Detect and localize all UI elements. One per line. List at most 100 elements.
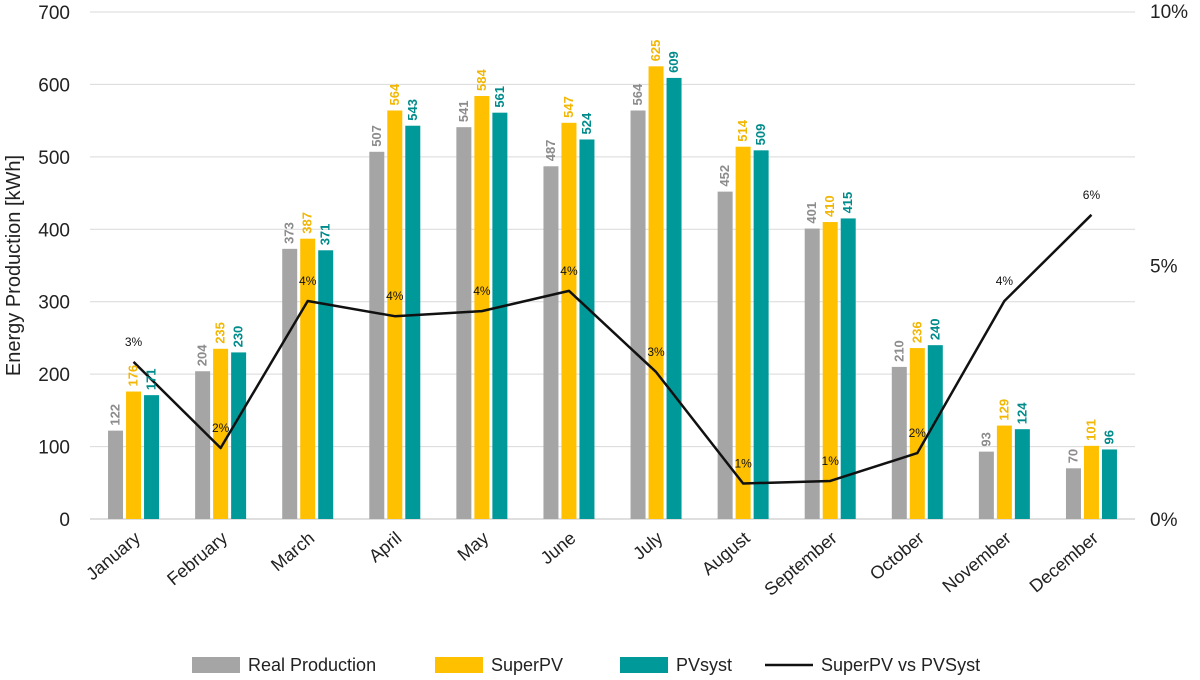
- bar-value-label: 401: [804, 202, 819, 224]
- x-category-label: July: [629, 528, 666, 564]
- bar-superpv: [213, 348, 229, 519]
- bar-pvsyst: [405, 125, 421, 519]
- bar-value-label: 514: [735, 119, 750, 141]
- y-tick-label: 0: [59, 510, 70, 531]
- bar-value-label: 236: [909, 321, 924, 343]
- bar-value-label: 210: [891, 340, 906, 362]
- bar-value-label: 124: [1014, 402, 1029, 424]
- x-category-label: April: [365, 528, 405, 566]
- bar-superpv: [387, 110, 403, 519]
- bar-real-production: [891, 366, 907, 519]
- x-category-label: September: [760, 528, 840, 600]
- bar-real-production: [456, 127, 472, 519]
- x-category-label: May: [454, 528, 493, 565]
- bar-superpv: [909, 348, 925, 519]
- bar-pvsyst: [492, 112, 508, 519]
- data-labels: 122 204 373 507 541 487 564 452 401 210 93 70 176 235…: [108, 40, 1117, 471]
- x-category-label: October: [866, 528, 928, 584]
- line-point-label: 2%: [212, 421, 230, 435]
- bar-pvsyst: [1101, 449, 1117, 519]
- bar-value-label: 171: [144, 368, 159, 390]
- line-point-label: 4%: [386, 289, 404, 303]
- x-category-label: December: [1026, 528, 1102, 597]
- bar-superpv: [822, 222, 838, 520]
- line-point-label: 4%: [473, 284, 491, 298]
- y2-tick-label: 5%: [1150, 257, 1178, 278]
- line-point-label: 3%: [125, 335, 143, 349]
- bar-value-label: 452: [717, 165, 732, 187]
- bar-pvsyst: [753, 150, 769, 520]
- x-category-label: August: [698, 528, 754, 579]
- bar-real-production: [369, 151, 385, 519]
- line-point-label: 3%: [647, 345, 665, 359]
- bar-real-production: [195, 371, 211, 519]
- bar-value-label: 371: [318, 224, 333, 246]
- bar-pvsyst: [318, 250, 334, 520]
- y-tick-label: 200: [38, 365, 70, 386]
- x-category-label: March: [267, 528, 318, 575]
- bar-superpv: [648, 66, 664, 520]
- bar-value-label: 543: [405, 99, 420, 121]
- y-tick-label: 300: [38, 293, 70, 314]
- bar-value-label: 230: [231, 326, 246, 348]
- x-category-label: June: [537, 528, 580, 568]
- bar-value-label: 547: [561, 96, 576, 118]
- legend-swatch: [620, 657, 668, 673]
- legend-entry: SuperPV vs PVSyst: [821, 655, 980, 675]
- legend: Real Production SuperPV PVsyst SuperPV vs P…: [192, 655, 980, 675]
- bar-superpv: [126, 391, 142, 519]
- bar-pvsyst: [666, 77, 682, 519]
- y-axis-title: Energy Production [kWh]: [3, 155, 25, 376]
- legend-entry: SuperPV: [491, 655, 563, 675]
- bar-real-production: [108, 430, 124, 519]
- bar-value-label: 235: [213, 322, 228, 344]
- bar-value-label: 509: [753, 124, 768, 146]
- y2-tick-label: 0%: [1150, 510, 1178, 531]
- x-category-label: November: [938, 528, 1014, 597]
- bar-superpv: [561, 122, 577, 520]
- y-tick-label: 100: [38, 438, 70, 459]
- bar-value-label: 240: [927, 318, 942, 340]
- bar-real-production: [804, 228, 820, 519]
- bar-pvsyst: [231, 352, 247, 519]
- bar-value-label: 410: [822, 195, 837, 217]
- bar-pvsyst: [1014, 429, 1030, 519]
- bar-value-label: 101: [1083, 419, 1098, 441]
- bar-value-label: 122: [108, 404, 123, 426]
- legend-entry: Real Production: [248, 655, 376, 675]
- x-category-label: January: [82, 528, 144, 584]
- bar-value-label: 487: [543, 140, 558, 162]
- legend-entry: PVsyst: [676, 655, 732, 675]
- bar-real-production: [1065, 468, 1081, 519]
- y-tick-label: 600: [38, 75, 70, 96]
- bar-value-label: 129: [996, 399, 1011, 421]
- bar-value-label: 584: [474, 69, 489, 91]
- line-series: [132, 213, 1093, 485]
- bar-value-label: 564: [630, 83, 645, 105]
- bar-value-label: 96: [1101, 430, 1116, 444]
- bar-value-label: 561: [492, 86, 507, 108]
- bar-value-label: 564: [387, 83, 402, 105]
- bar-value-label: 415: [840, 192, 855, 214]
- bar-real-production: [630, 110, 646, 519]
- bar-superpv: [474, 96, 490, 519]
- y2-tick-label: 10%: [1150, 2, 1188, 23]
- legend-swatch: [435, 657, 483, 673]
- bar-superpv: [996, 425, 1012, 519]
- line-point-label: 4%: [299, 274, 317, 288]
- line-point-label: 4%: [996, 274, 1014, 288]
- bar-real-production: [543, 166, 559, 519]
- bar-real-production: [282, 248, 298, 519]
- x-category-label: February: [163, 528, 231, 590]
- bar-real-production: [717, 191, 733, 519]
- bar-value-label: 387: [300, 212, 315, 234]
- bar-value-label: 625: [648, 40, 663, 62]
- line-point-label: 1%: [822, 454, 840, 468]
- bar-superpv: [1083, 445, 1099, 519]
- bar-pvsyst: [144, 395, 160, 519]
- y-tick-label: 700: [38, 3, 70, 24]
- line-point-label: 2%: [909, 426, 927, 440]
- bar-value-label: 176: [126, 365, 141, 387]
